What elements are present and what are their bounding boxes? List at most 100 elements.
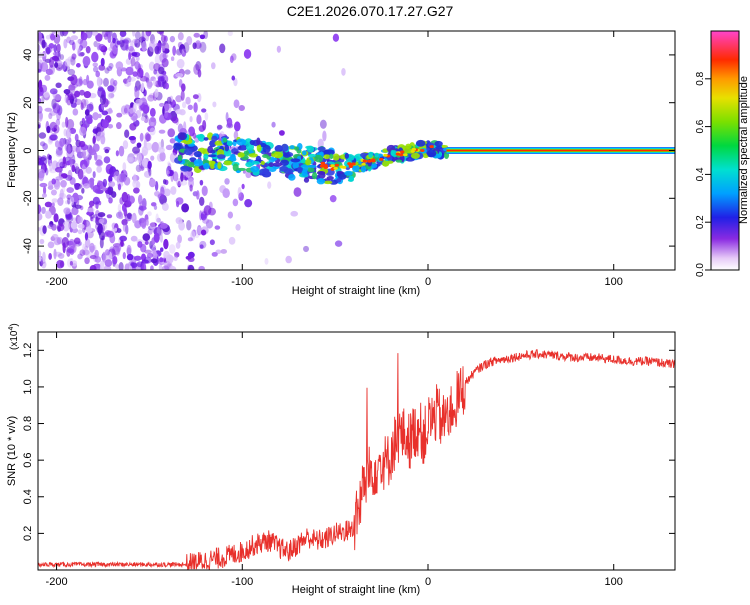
- spectrogram-noise-speckle: [128, 76, 136, 82]
- spectrogram-ridge-blob: [250, 166, 259, 173]
- spectrogram-ridge-blob: [323, 180, 333, 185]
- spectrogram-noise-speckle: [50, 33, 56, 41]
- spectrogram-noise-speckle: [231, 75, 236, 81]
- spectrogram-noise-speckle: [101, 119, 109, 129]
- spectrogram-noise-speckle: [77, 216, 83, 224]
- spectrogram-noise-speckle: [59, 188, 64, 200]
- spectrogram-noise-speckle: [38, 204, 42, 214]
- spectrogram-noise-speckle: [59, 62, 67, 71]
- spectrogram-noise-speckle: [208, 207, 216, 216]
- spectrogram-noise-speckle: [167, 161, 171, 166]
- spectrogram-noise-speckle: [134, 31, 141, 40]
- spectrogram-noise-speckle: [66, 194, 72, 200]
- spectrogram-noise-speckle: [183, 42, 190, 54]
- spectrogram-noise-speckle: [48, 252, 52, 260]
- spectrogram-noise-speckle: [129, 123, 137, 131]
- spectrogram-noise-speckle: [141, 41, 147, 52]
- spectrogram-noise-speckle: [133, 187, 140, 194]
- spectrogram-ridge-blob: [256, 144, 262, 152]
- spectrogram-ridge-blob: [265, 171, 272, 176]
- spectrogram-noise-speckle: [112, 255, 118, 265]
- snr-y-label: SNR (10 * v/v): [6, 416, 18, 486]
- spectrogram-noise-speckle: [42, 185, 47, 195]
- spectrogram-noise-speckle: [55, 176, 64, 181]
- spectrogram-noise-speckle: [157, 146, 165, 154]
- spectrogram-noise-speckle: [225, 112, 229, 122]
- spectrogram-noise-speckle: [52, 102, 60, 111]
- spectrogram-noise-speckle: [136, 142, 142, 148]
- spectrogram-noise-speckle: [69, 156, 73, 168]
- spectrogram-noise-speckle: [108, 181, 116, 188]
- spectrogram-noise-speckle: [168, 244, 176, 254]
- spectrogram-noise-speckle: [106, 66, 113, 72]
- spectrogram-noise-speckle: [95, 159, 104, 167]
- spectrogram-noise-speckle: [117, 183, 122, 191]
- spectrogram-noise-speckle: [241, 183, 245, 190]
- spectrogram-hot-spot: [334, 163, 340, 167]
- spectrogram-noise-speckle: [94, 256, 102, 263]
- spectrogram-ridge-blob: [374, 152, 379, 158]
- spectrogram-noise-speckle: [53, 44, 58, 53]
- spectrogram-ridge-blob: [273, 151, 284, 159]
- spectrogram-noise-speckle: [161, 265, 170, 270]
- spectrogram-noise-speckle: [229, 55, 234, 64]
- spectrogram-noise-speckle: [216, 124, 223, 130]
- spectrogram-noise-speckle: [238, 192, 244, 201]
- spectrogram-noise-speckle: [144, 249, 152, 254]
- spectrogram-ridge-blob: [305, 158, 312, 166]
- spectrogram-noise-speckle: [132, 38, 139, 44]
- spectrogram-noise-speckle: [63, 207, 71, 215]
- spectrogram-noise-speckle: [204, 112, 209, 121]
- spectrogram-noise-speckle: [108, 107, 113, 114]
- spectrogram-noise-speckle: [63, 88, 71, 95]
- spectrogram-noise-speckle: [57, 197, 64, 206]
- spectrogram-noise-speckle: [95, 33, 103, 42]
- spectrogram-noise-speckle: [175, 108, 183, 115]
- spectrogram-noise-speckle: [233, 130, 239, 140]
- spectrogram-noise-speckle: [89, 149, 97, 156]
- spectrogram-noise-speckle: [222, 188, 230, 199]
- spectrogram-noise-speckle: [118, 210, 122, 218]
- spectrogram-noise-speckle: [41, 193, 47, 198]
- colorbar-tick-label: 0.0: [695, 263, 706, 277]
- spectrogram-noise-speckle: [334, 240, 343, 247]
- spectrogram-noise-speckle: [264, 258, 269, 265]
- spectrogram-noise-speckle: [98, 43, 106, 51]
- spectrogram-noise-speckle: [150, 155, 155, 161]
- spectrogram-noise-speckle: [199, 244, 204, 249]
- spectrogram-noise-speckle: [158, 102, 165, 107]
- spectrogram-noise-speckle: [150, 122, 155, 127]
- spectrogram-noise-speckle: [44, 74, 51, 81]
- spectrogram-noise-speckle: [142, 104, 150, 114]
- spectrogram-ridge-blob: [224, 144, 230, 152]
- spectrogram-noise-speckle: [72, 154, 76, 165]
- spectrogram-noise-speckle: [228, 236, 236, 245]
- spectrogram-noise-speckle: [48, 112, 53, 120]
- spectrogram-ridge-blob: [260, 160, 265, 165]
- spectrogram-ridge-blob: [270, 157, 278, 161]
- spectrogram-noise-speckle: [45, 34, 51, 40]
- colorbar-tick-label: 0.6: [695, 119, 706, 133]
- spectrogram-noise-speckle: [41, 39, 46, 49]
- colorbar: 0.0 0.2 0.4 0.6 0.8 Normalized spectral ampl…: [695, 30, 750, 277]
- spectrogram-noise-speckle: [154, 190, 161, 197]
- spectrogram-noise-speckle: [202, 218, 210, 224]
- spectrogram-hot-spot: [371, 159, 376, 163]
- spectrogram-x-tick-label: 100: [605, 276, 623, 288]
- spectrogram-ridge-blob: [316, 178, 326, 185]
- spectrogram-noise-speckle: [38, 43, 41, 53]
- spectrogram-noise-speckle: [121, 191, 129, 203]
- spectrogram-noise-speckle: [100, 57, 105, 67]
- spectrogram-noise-speckle: [141, 82, 145, 93]
- snr-panel: -200 -100 0 100 0.2 0.4 0.6 0.8 1.0 1.2 Height of…: [6, 323, 676, 596]
- spectrogram-noise-speckle: [85, 166, 92, 174]
- spectrogram-noise-speckle: [112, 227, 118, 232]
- spectrogram-noise-speckle: [95, 70, 101, 78]
- spectrogram-noise-speckle: [158, 66, 165, 75]
- spectrogram-noise-speckle: [45, 47, 51, 55]
- spectrogram-noise-speckle: [78, 52, 84, 57]
- spectrogram-noise-speckle: [217, 126, 222, 131]
- spectrogram-noise-speckle: [92, 217, 96, 223]
- spectrogram-noise-speckle: [38, 159, 45, 166]
- spectrogram-noise-speckle: [56, 43, 61, 53]
